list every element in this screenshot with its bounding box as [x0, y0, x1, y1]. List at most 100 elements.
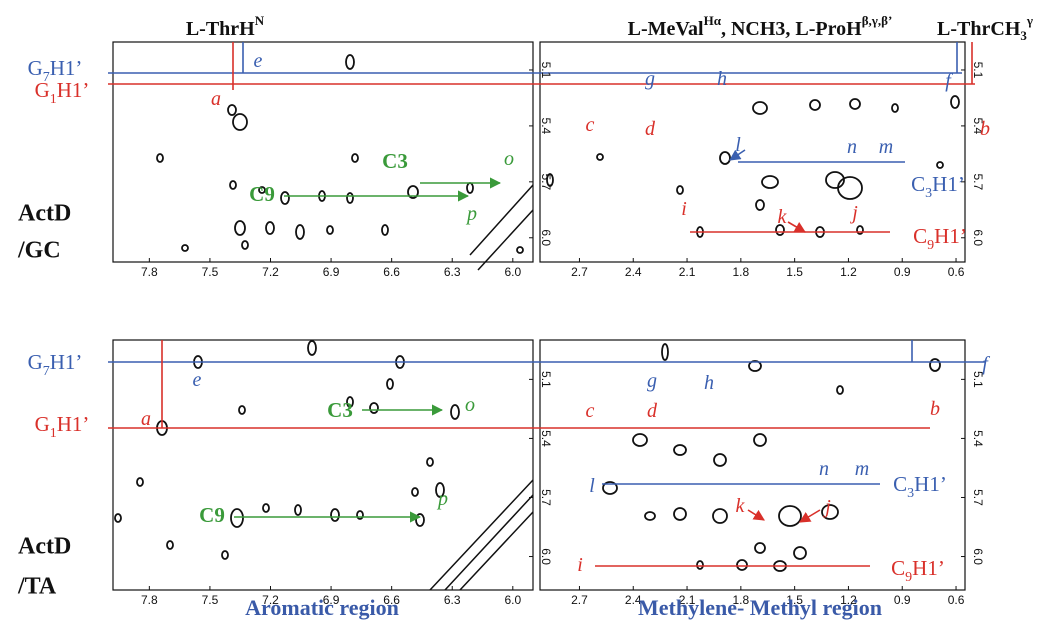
text-part: 1 — [50, 92, 57, 107]
annotation: p — [436, 488, 448, 510]
annotation: f — [945, 70, 953, 92]
y-tick-label: 5.1 — [971, 62, 985, 79]
text-part: f — [982, 353, 990, 375]
x-tick-label: 2.4 — [625, 593, 642, 607]
text-part: f — [945, 70, 953, 92]
y-tick-label: 6.0 — [539, 229, 553, 246]
cross-peak — [602, 481, 618, 495]
column-header: L-ThrHN — [186, 13, 265, 39]
cross-peak — [356, 510, 364, 520]
annotation: b — [930, 398, 940, 420]
text-part: C3 — [327, 398, 353, 422]
cross-peak — [307, 340, 317, 356]
cross-peak — [676, 185, 684, 195]
text-part: l — [589, 475, 595, 497]
panel-frame — [539, 339, 966, 591]
annotation: G1H1’ — [35, 412, 90, 441]
row-label: ActD — [18, 534, 71, 560]
text-part: γ — [1026, 13, 1033, 28]
cross-peak — [156, 153, 164, 163]
cross-peak — [280, 191, 290, 205]
cross-peak — [435, 482, 445, 498]
text-part: p — [465, 203, 477, 225]
text-part: H1’ — [934, 224, 967, 248]
panel-frame — [112, 41, 534, 263]
text-part: G — [35, 78, 50, 102]
y-tick-label: 5.7 — [971, 173, 985, 190]
x-tick-label: 6.9 — [323, 265, 340, 279]
annotation: d — [645, 118, 656, 140]
text-part: b — [980, 118, 990, 140]
annotation: e — [254, 50, 263, 72]
row-label: ActD — [18, 201, 71, 227]
text-part: n — [819, 458, 829, 480]
annotation: j — [849, 202, 858, 224]
cross-peak — [821, 504, 839, 520]
y-tick-label: 5.1 — [971, 371, 985, 388]
text-part: H1’ — [57, 78, 90, 102]
annotation: h — [704, 372, 714, 394]
text-part: m — [879, 136, 893, 158]
cross-peak — [748, 360, 762, 372]
cross-peak — [415, 513, 425, 527]
annotation: C3H1’ — [893, 472, 947, 501]
text-part: o — [465, 394, 475, 416]
cross-peak — [546, 173, 554, 187]
cross-peak — [712, 508, 728, 524]
y-tick-label: 5.7 — [971, 489, 985, 506]
annotation: f — [982, 353, 990, 375]
text-part: C — [893, 472, 907, 496]
cross-peak — [856, 225, 864, 235]
text-part: β,γ,β’ — [862, 13, 893, 28]
text-part: C3 — [382, 149, 408, 173]
annotation: o — [504, 148, 514, 170]
x-tick-label: 6.3 — [444, 265, 461, 279]
x-tick-label: 1.8 — [733, 593, 750, 607]
x-tick-label: 6.6 — [383, 593, 400, 607]
x-tick-label: 7.5 — [202, 265, 219, 279]
y-tick-label: 5.1 — [539, 62, 553, 79]
diagonal — [469, 184, 534, 271]
x-tick-label: 7.2 — [262, 265, 279, 279]
cross-peak — [752, 101, 768, 115]
x-tick-label: 6.3 — [444, 593, 461, 607]
cross-peak — [234, 220, 246, 236]
text-part: e — [193, 369, 202, 391]
x-tick-label: 7.8 — [141, 593, 158, 607]
cross-peak — [262, 503, 270, 513]
cross-peak — [696, 560, 704, 570]
annotation: l — [589, 475, 595, 497]
text-part: L-ThrH — [186, 18, 255, 40]
cross-peak — [450, 404, 460, 420]
x-tick-label: 1.2 — [840, 593, 857, 607]
text-part: G — [28, 350, 43, 374]
cross-peak — [673, 507, 687, 521]
cross-peak — [241, 240, 249, 250]
text-part: p — [436, 488, 448, 510]
cross-peak — [775, 224, 785, 236]
cross-peak — [330, 508, 340, 522]
text-part: 7 — [43, 70, 50, 85]
cross-peak — [294, 504, 302, 516]
x-tick-label: 7.5 — [202, 593, 219, 607]
cross-peak — [407, 185, 419, 199]
cross-peak — [849, 98, 861, 110]
x-tick-label: 7.2 — [262, 593, 279, 607]
x-tick-label: 0.9 — [894, 265, 911, 279]
text-part: j — [822, 496, 831, 518]
annotation: o — [465, 394, 475, 416]
annotation: G7H1’ — [28, 350, 83, 379]
cross-peak — [809, 99, 821, 111]
x-tick-label: 7.8 — [141, 265, 158, 279]
text-part: H1’ — [57, 412, 90, 436]
cross-peak — [719, 151, 731, 165]
cross-peak — [755, 199, 765, 211]
text-part: j — [849, 202, 858, 224]
annotation: n — [819, 458, 829, 480]
cross-peak — [929, 358, 941, 372]
cross-peak — [761, 175, 779, 189]
text-part: H1’ — [932, 172, 965, 196]
cross-peak — [836, 385, 844, 395]
annotation: e — [193, 369, 202, 391]
text-part: 7 — [43, 364, 50, 379]
